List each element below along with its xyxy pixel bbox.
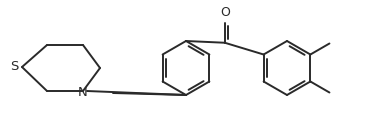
- Text: N: N: [78, 87, 88, 100]
- Text: O: O: [220, 6, 230, 19]
- Text: S: S: [10, 60, 18, 74]
